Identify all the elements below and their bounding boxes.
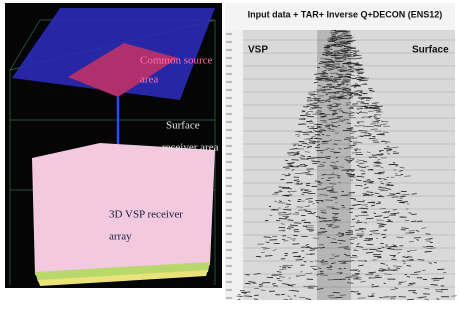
trace <box>303 164 305 165</box>
trace <box>389 215 396 216</box>
trace <box>309 104 317 105</box>
trace <box>406 209 409 210</box>
label: array <box>109 231 132 243</box>
trace <box>425 234 430 235</box>
trace <box>369 272 376 273</box>
trace <box>310 286 317 287</box>
trace <box>278 203 285 204</box>
label: Surface <box>412 45 449 56</box>
trace <box>364 184 366 185</box>
trace <box>264 237 272 238</box>
trace <box>364 223 367 224</box>
trace <box>292 170 294 171</box>
trace <box>369 234 372 235</box>
label: Common source <box>140 55 213 67</box>
trace <box>429 263 432 264</box>
axis-strip <box>225 30 243 300</box>
panel-title: Input data + TAR+ Inverse Q+DECON (ENS12… <box>248 9 443 19</box>
trace <box>283 167 289 168</box>
trace <box>327 148 330 149</box>
trace <box>312 142 319 143</box>
trace <box>305 152 310 153</box>
trace <box>434 262 437 263</box>
trace <box>375 118 380 119</box>
trace <box>338 233 344 234</box>
label: 3D VSP receiver <box>109 209 183 221</box>
figure: Common source area Surface receiver area… <box>0 0 459 313</box>
label: receiver area <box>162 142 219 154</box>
trace <box>355 64 359 65</box>
trace <box>307 126 309 127</box>
trace <box>238 299 240 300</box>
trace <box>317 67 320 68</box>
trace <box>278 227 285 228</box>
trace <box>371 294 374 295</box>
trace <box>418 260 425 261</box>
trace <box>294 296 296 297</box>
trace <box>288 296 291 297</box>
label: Surface <box>166 120 200 132</box>
trace <box>314 269 317 270</box>
trace <box>407 266 411 267</box>
trace <box>357 109 364 110</box>
trace <box>320 116 326 117</box>
trace <box>308 111 314 112</box>
trace <box>393 163 395 164</box>
trace <box>292 153 299 154</box>
trace <box>355 273 360 274</box>
trace <box>356 77 358 78</box>
trace <box>373 166 377 167</box>
trace <box>348 162 351 163</box>
trace <box>358 215 364 216</box>
trace <box>297 152 300 153</box>
trace <box>386 177 389 178</box>
trace <box>310 146 312 147</box>
trace <box>370 231 375 232</box>
label: VSP <box>248 45 268 56</box>
trace <box>389 297 395 298</box>
trace <box>358 261 366 262</box>
trace <box>350 257 358 258</box>
trace <box>344 249 350 250</box>
label: area <box>140 74 158 86</box>
trace <box>285 217 288 218</box>
trace <box>374 213 377 214</box>
trace <box>383 297 389 298</box>
trace <box>451 296 456 297</box>
trace <box>372 140 378 141</box>
trace <box>259 286 263 287</box>
trace <box>282 239 285 240</box>
trace <box>294 229 299 230</box>
trace <box>285 255 288 256</box>
trace <box>409 213 412 214</box>
trace <box>354 126 359 127</box>
trace <box>365 206 368 207</box>
